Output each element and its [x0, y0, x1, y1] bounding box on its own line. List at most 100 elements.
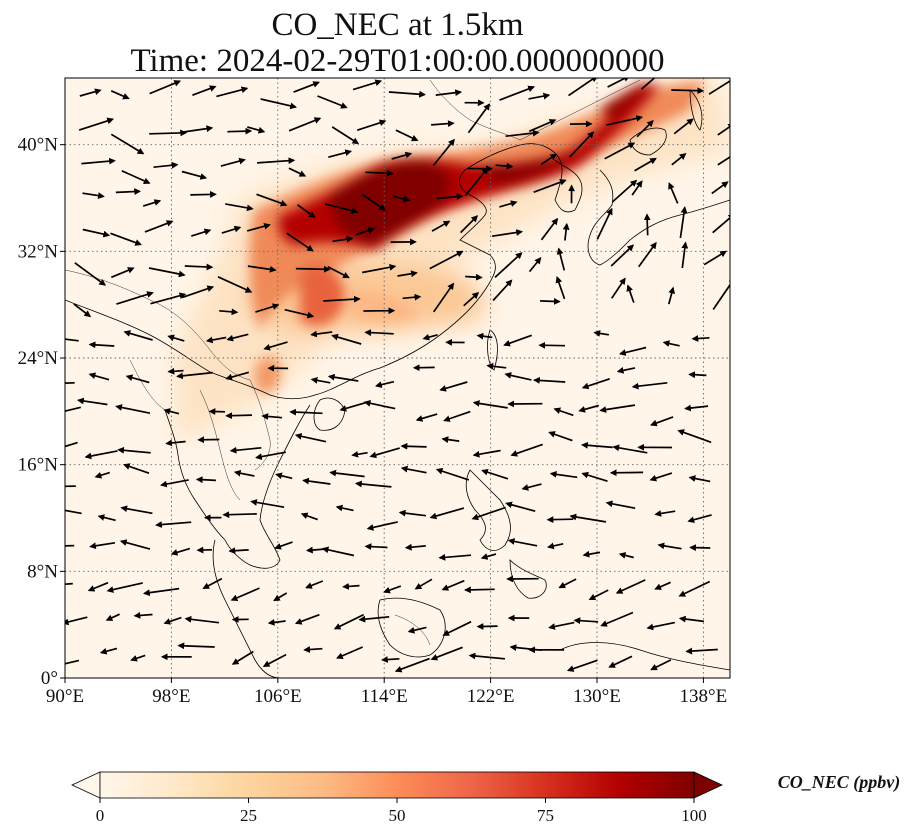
wind-arrow [481, 468, 509, 480]
wind-arrow [221, 225, 242, 234]
latitude-axis: 0° 8°N 16°N 24°N 32°N 40°N [18, 135, 65, 689]
x-tick-label: 98°E [152, 686, 190, 707]
colorbar-label: CO_NEC (ppbv) [778, 772, 901, 793]
wind-arrow [439, 381, 468, 392]
wind-arrow [631, 381, 668, 390]
wind-arrow [566, 659, 598, 672]
wind-arrow [216, 86, 249, 98]
wind-arrow [121, 170, 151, 184]
wind-arrow [553, 407, 574, 417]
wind-arrow [302, 477, 331, 485]
wind-arrow [125, 374, 150, 384]
wind-arrow [467, 103, 491, 134]
wind-arrow [678, 615, 705, 623]
wind-arrow [615, 579, 646, 594]
wind-arrow [631, 180, 643, 196]
colorbar-tick-label: 100 [681, 806, 707, 825]
wind-arrow [123, 463, 150, 475]
wind-arrow [329, 469, 365, 478]
wind-arrow [611, 179, 638, 203]
wind-arrow [358, 615, 390, 623]
wind-arrow [569, 131, 595, 158]
y-tick-label: 32°N [18, 241, 59, 262]
wind-arrow [708, 79, 730, 95]
wind-arrow [528, 92, 551, 100]
wind-arrow [110, 133, 145, 155]
wind-arrow [433, 282, 455, 313]
wind-arrow [671, 153, 687, 166]
map-frame [64, 77, 731, 679]
wind-arrow [588, 589, 609, 601]
wind-arrow [562, 222, 570, 241]
wind-arrow [65, 338, 79, 342]
wind-arrow [503, 334, 532, 347]
wind-arrow [654, 581, 671, 590]
wind-arrow [402, 293, 422, 301]
wind-arrow [604, 142, 636, 160]
wind-arrow [275, 472, 293, 480]
wind-arrow [608, 655, 633, 668]
wind-arrow [342, 583, 360, 590]
wind-arrow [219, 308, 239, 316]
wind-arrow [133, 612, 153, 619]
wind-arrow [650, 416, 674, 427]
wind-arrow [618, 346, 647, 356]
wind-arrow [310, 377, 331, 384]
wind-arrow [657, 542, 682, 550]
wind-arrow [229, 446, 262, 454]
wind-arrow [273, 592, 288, 602]
wind-arrow [582, 550, 601, 558]
x-tick-label: 90°E [46, 686, 84, 707]
wind-arrow [65, 616, 88, 626]
wind-arrow [605, 500, 636, 510]
wind-arrow [84, 450, 118, 460]
wind-arrow [65, 582, 73, 586]
wind-arrow [217, 276, 253, 293]
wind-arrow [596, 207, 613, 240]
wind-arrow [599, 404, 636, 413]
wind-arrow [149, 129, 188, 137]
wind-arrow [65, 509, 82, 515]
wind-arrow [569, 513, 607, 523]
wind-arrow [177, 642, 215, 650]
y-tick-label: 24°N [18, 348, 59, 369]
wind-arrow [365, 169, 394, 177]
wind-arrow [607, 78, 631, 88]
wind-arrow [82, 192, 105, 199]
wind-arrow [191, 228, 212, 237]
wind-arrow [634, 157, 657, 172]
wind-arrow [593, 330, 610, 337]
wind-arrow [616, 367, 636, 374]
wind-arrow [328, 149, 353, 159]
wind-arrow [404, 543, 426, 551]
x-tick-label: 122°E [467, 686, 515, 707]
wind-arrow [366, 521, 398, 531]
wind-arrow [414, 578, 433, 590]
wind-arrow [643, 213, 651, 236]
wind-arrow [395, 129, 419, 142]
wind-arrow [250, 499, 285, 509]
wind-arrow [335, 504, 354, 512]
map-title: CO_NEC at 1.5km [271, 7, 524, 43]
wind-arrow [678, 580, 711, 597]
wind-arrow [685, 647, 718, 655]
colorbar-extend-high [693, 771, 723, 799]
wind-arrow [119, 539, 151, 550]
wind-arrow [540, 217, 559, 241]
wind-arrow [429, 250, 464, 270]
wind-arrow [336, 646, 364, 659]
wind-arrow [88, 372, 110, 381]
wind-arrow [703, 250, 727, 266]
wind-vectors [65, 78, 730, 673]
wind-arrow [150, 292, 187, 305]
wind-arrow [355, 227, 375, 236]
wind-arrow [533, 179, 567, 193]
wind-arrow [110, 232, 142, 246]
wind-arrow [568, 78, 598, 97]
colorbar-tick-label: 25 [240, 806, 257, 825]
wind-arrow [257, 157, 296, 165]
map-plot-area [65, 78, 730, 678]
wind-arrow [144, 220, 174, 233]
wind-arrow [105, 613, 120, 621]
